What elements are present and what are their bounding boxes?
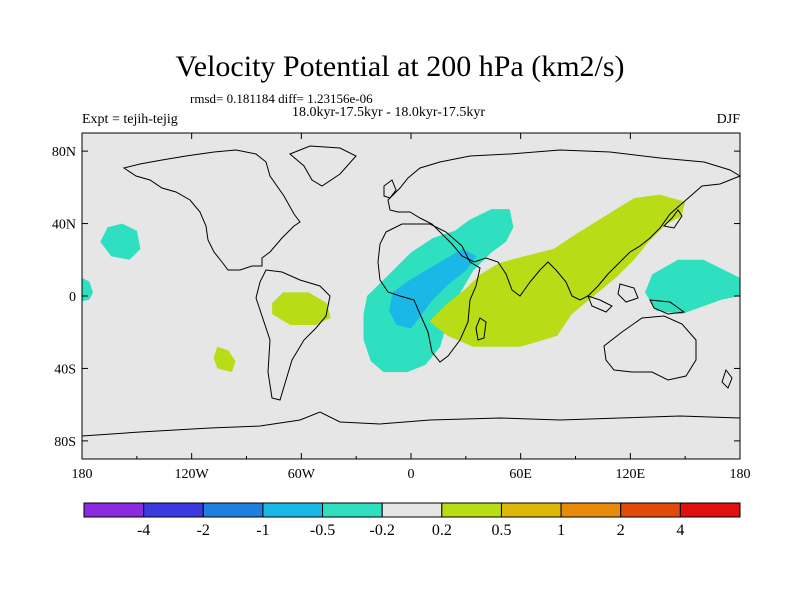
colorbar-swatch [381,502,443,518]
region-atlantic-core-negative [389,248,477,329]
colorbar-label: 4 [676,522,684,539]
region-indian-asia-positive [429,194,686,347]
colorbar: -4 -2 -1 -0.5 -0.2 0.2 0.5 1 2 4 [83,502,741,539]
x-tick-label: 0 [408,467,415,482]
y-tick-label: 0 [69,290,76,305]
colorbar-swatch [202,502,264,518]
colorbar-label: 2 [617,522,625,539]
x-tick-label: 120W [175,467,210,482]
x-tick-label: 120E [616,467,646,482]
x-tick-label: 180 [72,467,93,482]
y-tick-label: 80S [54,435,76,450]
y-tick-label: 80N [52,145,76,160]
colorbar-label: -4 [137,522,150,539]
region-south-pacific-positive [213,346,236,373]
colorbar-label: -1 [256,522,269,539]
y-tick-label: 40S [54,362,76,377]
y-tick-label: 40N [52,218,76,233]
season-label: DJF [716,112,740,127]
x-tick-label: 60E [509,467,532,482]
colorbar-swatch [322,502,383,518]
colorbar-swatch [679,502,741,518]
colorbar-label: 0.2 [432,522,452,539]
colorbar-swatch [441,502,502,518]
region-west-pacific-negative [645,259,740,315]
x-axis: 180 120W 60W 0 60E 120E 180 [72,133,751,482]
colorbar-swatch [620,502,681,518]
experiment-label: Expt = tejih-tejig [82,112,178,127]
period-line: 18.0kyr-17.5kyr - 18.0kyr-17.5kyr [292,105,486,120]
colorbar-label: 0.5 [491,522,511,539]
colorbar-label: -2 [197,522,210,539]
x-tick-label: 60W [288,467,316,482]
x-tick-label: 180 [730,467,751,482]
colorbar-label: -0.5 [310,522,335,539]
region-north-pacific-negative [100,223,141,260]
stats-line: rmsd= 0.181184 diff= 1.23156e-06 [190,91,373,106]
coastlines [81,145,742,437]
colorbar-label: -0.2 [370,522,395,539]
colorbar-label: 1 [557,522,565,539]
colorbar-swatch [83,502,145,518]
chart-title: Velocity Potential at 200 hPa (km2/s) [175,50,625,83]
colorbar-swatch [560,502,622,518]
colorbar-swatch [262,502,324,518]
region-south-america-positive [272,292,331,325]
colorbar-swatch [143,502,204,518]
y-axis: 80N 40N 0 40S 80S [52,145,740,450]
colorbar-swatch [500,502,562,518]
